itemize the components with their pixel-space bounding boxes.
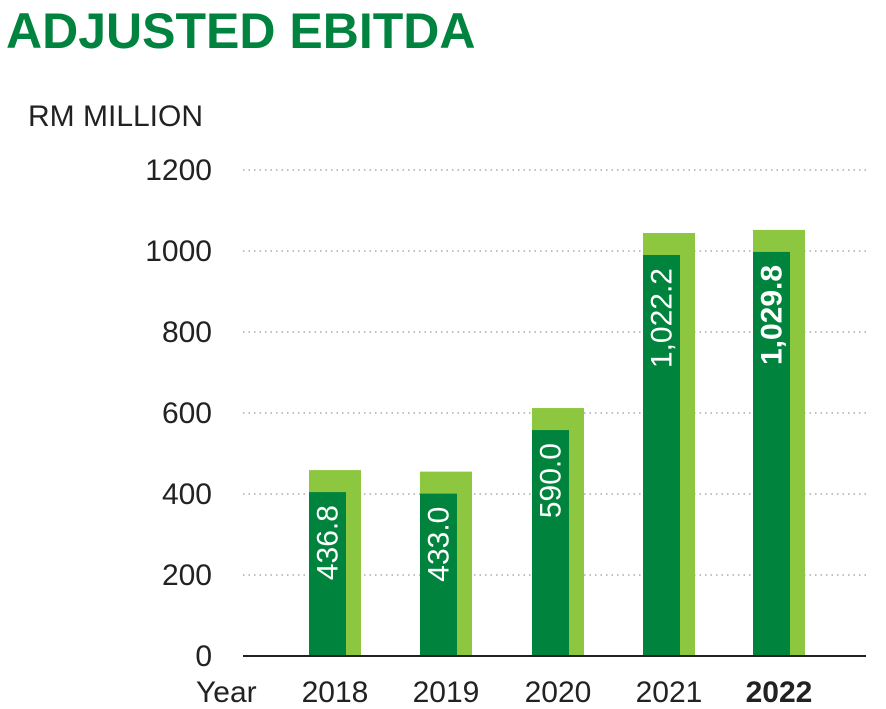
y-tick-label: 600	[162, 397, 212, 430]
bars: 436.8 433.0 590.0 1,022.2 1,029.8	[309, 229, 805, 656]
bar	[753, 251, 790, 656]
x-axis-label: Year	[196, 676, 257, 709]
y-tick-label: 1000	[145, 235, 212, 268]
y-tick-label: 200	[162, 559, 212, 592]
y-tick-label: 1200	[145, 154, 212, 187]
bar	[532, 430, 569, 656]
bar-value-label: 590.0	[535, 443, 568, 518]
y-tick-label: 400	[162, 478, 212, 511]
y-tick-label: 800	[162, 316, 212, 349]
bar-value-label: 1,022.2	[646, 268, 679, 368]
x-tick-label: 2018	[302, 676, 369, 709]
x-tick-label: 2019	[413, 676, 480, 709]
x-tick-label: 2022	[746, 676, 813, 709]
bar	[420, 493, 457, 656]
bar-value-label: 1,029.8	[756, 265, 789, 365]
x-tick-label: 2021	[636, 676, 703, 709]
bar	[309, 492, 346, 656]
y-tick-label: 0	[195, 640, 212, 673]
chart-title: ADJUSTED EBITDA	[6, 3, 476, 59]
x-tick-labels: 2018 2019 2020 2021 2022	[302, 676, 813, 709]
bar-value-label: 436.8	[312, 505, 345, 580]
x-tick-label: 2020	[525, 676, 592, 709]
y-tick-labels: 0 200 400 600 800 1000 1200	[145, 154, 212, 673]
y-axis-label: RM MILLION	[28, 100, 203, 133]
bar-value-label: 433.0	[423, 507, 456, 582]
bar	[643, 255, 680, 656]
